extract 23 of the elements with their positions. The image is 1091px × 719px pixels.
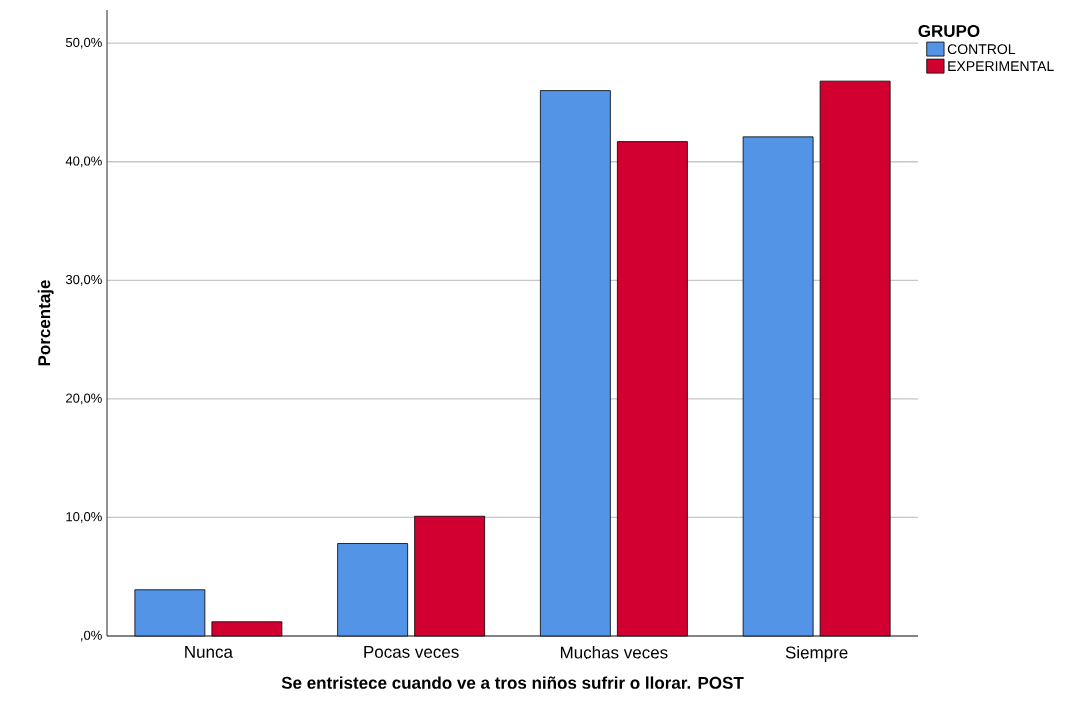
bar <box>539 90 611 637</box>
x-tick-label: Muchas veces <box>560 646 668 659</box>
x-tick-label: Nunca <box>185 646 233 658</box>
bar <box>819 80 891 637</box>
y-axis-title: Porcentaje <box>37 280 54 366</box>
bar <box>742 136 814 637</box>
y-tick-label: 10,0% <box>66 512 102 523</box>
y-tick-label: 50,0% <box>65 37 102 49</box>
y-tick-label: ,0% <box>81 630 102 642</box>
bar <box>211 621 283 637</box>
y-tick-label: 30,0% <box>65 274 102 286</box>
legend-label: EXPERIMENTAL <box>948 61 1054 71</box>
legend-label: CONTROL <box>947 44 1016 55</box>
y-tick-label: 20,0% <box>66 393 102 405</box>
bar <box>337 543 409 637</box>
bar <box>134 589 206 637</box>
x-tick-label: Pocas veces <box>364 646 459 658</box>
bar <box>616 141 688 637</box>
legend-title: GRUPO <box>918 24 980 38</box>
x-tick-label: Siempre <box>785 646 848 662</box>
bar <box>414 515 486 637</box>
x-axis-title: Se entristece cuando ve a tros niños sufrir o llorar. POST <box>281 676 744 689</box>
y-tick-label: 40,0% <box>65 156 102 168</box>
